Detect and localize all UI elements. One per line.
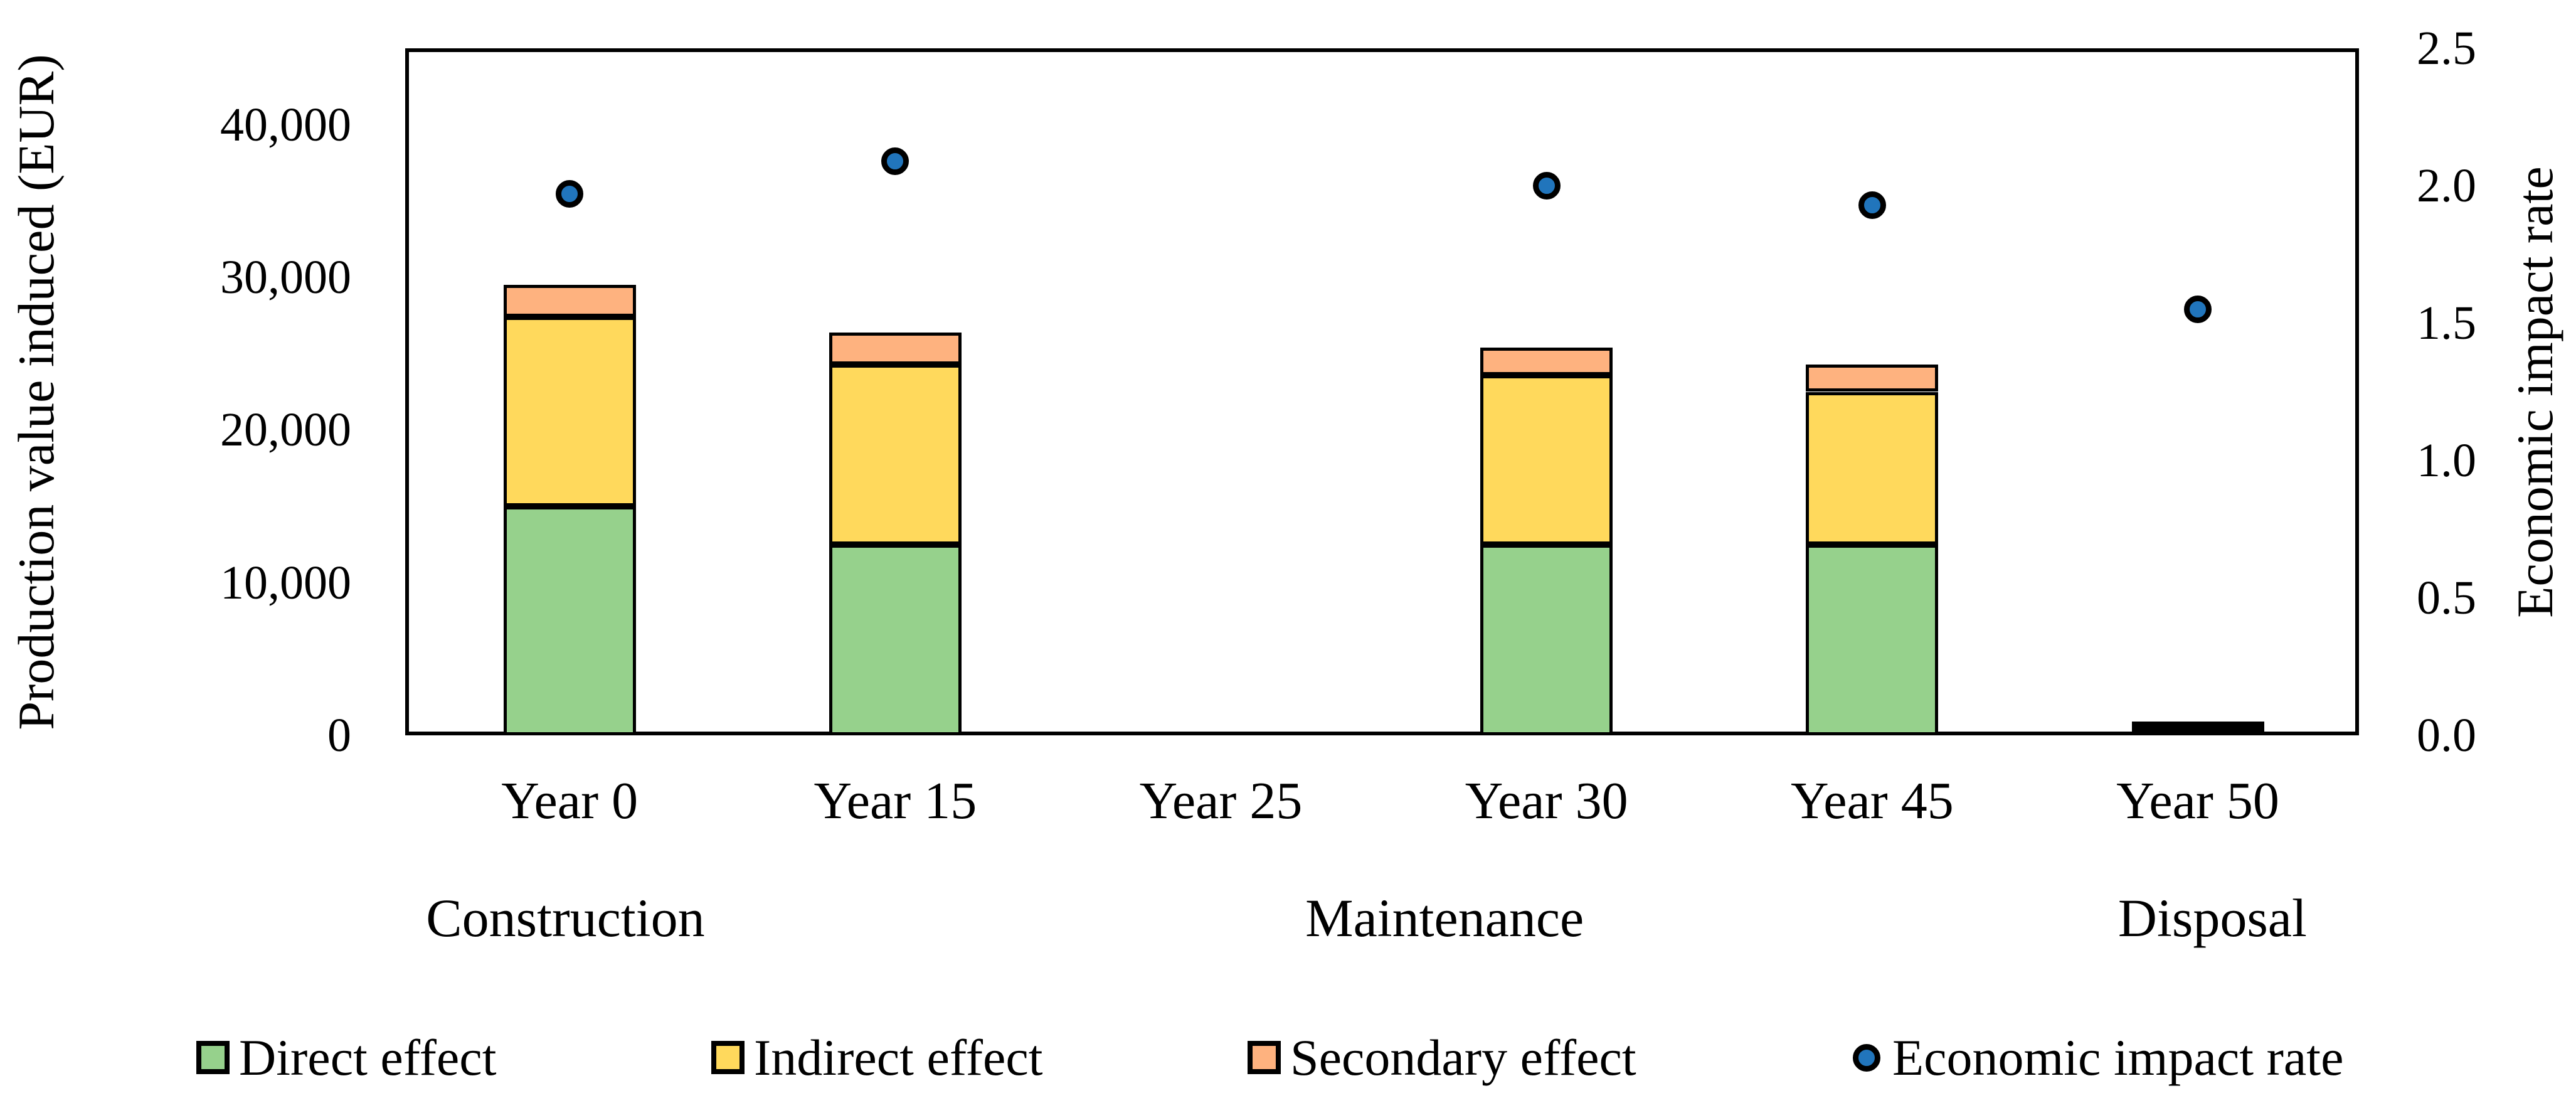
legend-label: Secondary effect xyxy=(1290,1028,1636,1086)
legend-label: Economic impact rate xyxy=(1892,1028,2344,1086)
right-axis-tick-label: 2.0 xyxy=(2417,159,2476,212)
phase-label-maintenance: Maintenance xyxy=(1305,888,1584,948)
legend-square-icon xyxy=(196,1041,230,1074)
scatter-dot-year-45 xyxy=(1858,191,1886,219)
bar-segment-direct-effect-year-45 xyxy=(1806,544,1939,735)
legend-square-icon xyxy=(711,1041,745,1074)
scatter-dot-year-30 xyxy=(1532,172,1561,200)
legend-label: Indirect effect xyxy=(754,1028,1043,1086)
right-axis-tick-label: 0.5 xyxy=(2417,572,2476,624)
bar-segment-indirect-effect-year-15 xyxy=(829,364,962,545)
bar-segment-direct-effect-year-15 xyxy=(829,544,962,735)
left-axis-tick-label: 30,000 xyxy=(220,251,351,304)
legend-item-secondary-effect: Secondary effect xyxy=(1248,1031,1636,1083)
legend-item-economic-impact-rate: Economic impact rate xyxy=(1850,1031,2343,1083)
legend-square-icon xyxy=(1248,1041,1281,1074)
x-axis-tick-label-year-45: Year 45 xyxy=(1790,772,1954,830)
legend-label: Direct effect xyxy=(239,1028,497,1086)
scatter-dot-year-0 xyxy=(556,180,584,208)
legend-circle-icon xyxy=(1853,1043,1880,1072)
bar-segment-secondary-effect-year-15 xyxy=(829,332,962,365)
left-axis-tick-label: 20,000 xyxy=(220,403,351,457)
right-axis-title: Economic impact rate xyxy=(2506,166,2563,618)
bar-segment-indirect-effect-year-30 xyxy=(1480,375,1613,545)
x-axis-tick-label-year-25: Year 25 xyxy=(1139,772,1303,830)
x-axis-tick-label-year-15: Year 15 xyxy=(814,772,977,830)
left-axis-tick-label: 0 xyxy=(327,709,351,762)
bar-segment-indirect-effect-year-45 xyxy=(1806,392,1939,545)
bar-segment-secondary-effect-year-50 xyxy=(2131,722,2264,728)
bar-segment-secondary-effect-year-0 xyxy=(503,285,636,317)
right-axis-tick-label: 1.0 xyxy=(2417,434,2476,487)
left-axis-tick-label: 40,000 xyxy=(220,98,351,151)
right-axis-tick-label: 0.0 xyxy=(2417,709,2476,762)
legend-item-indirect-effect: Indirect effect xyxy=(711,1031,1043,1083)
right-axis-tick-label: 1.5 xyxy=(2417,297,2476,349)
bar-segment-direct-effect-year-30 xyxy=(1480,544,1613,735)
phase-label-construction: Construction xyxy=(426,888,705,948)
plot-area xyxy=(405,48,2359,736)
right-axis-tick-label: 2.5 xyxy=(2417,22,2476,75)
left-axis-title: Production value induced (EUR) xyxy=(8,54,65,730)
bar-segment-direct-effect-year-0 xyxy=(503,506,636,735)
left-axis-tick-label: 10,000 xyxy=(220,556,351,609)
x-axis-tick-label-year-0: Year 0 xyxy=(501,772,639,830)
bar-segment-secondary-effect-year-45 xyxy=(1806,364,1939,392)
x-axis-tick-label-year-50: Year 50 xyxy=(2116,772,2279,830)
x-axis-tick-label-year-30: Year 30 xyxy=(1465,772,1628,830)
legend-item-direct-effect: Direct effect xyxy=(196,1031,496,1083)
bar-segment-indirect-effect-year-0 xyxy=(503,317,636,506)
phase-label-disposal: Disposal xyxy=(2118,888,2307,948)
scatter-dot-year-50 xyxy=(2184,296,2212,324)
bar-segment-secondary-effect-year-30 xyxy=(1480,347,1613,375)
scatter-dot-year-15 xyxy=(881,147,909,175)
